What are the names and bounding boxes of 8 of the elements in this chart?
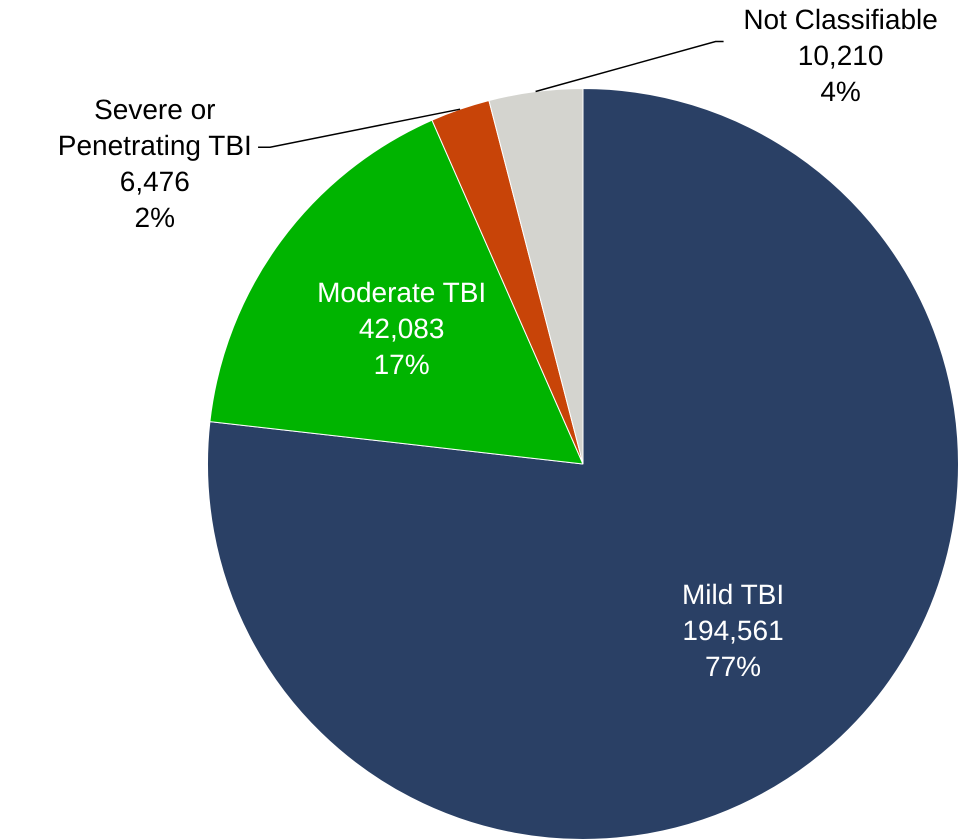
slice-label: Moderate TBI	[317, 277, 486, 308]
data-label: 10,210 4%	[798, 40, 884, 108]
slice-label: Severe or Penetrating TBI	[58, 94, 252, 161]
data-label: 194,561 77%	[682, 614, 784, 682]
data-label: 42,083 17%	[358, 313, 444, 380]
slice-label: Mild TBI	[682, 578, 784, 610]
data-label: 6,476 2%	[120, 166, 190, 233]
slice-label: Not Classifiable	[743, 4, 938, 36]
